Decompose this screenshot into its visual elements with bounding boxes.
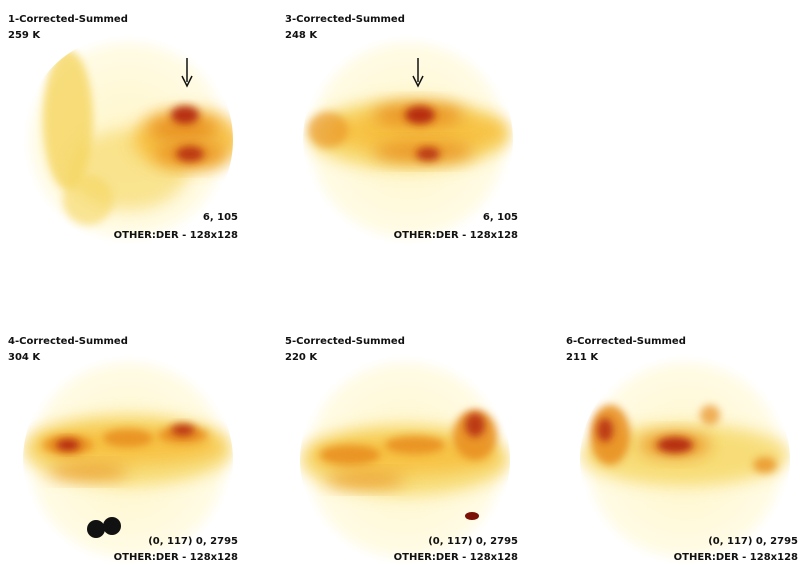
panel-counts: 304 K bbox=[8, 352, 41, 363]
panel-matrix: OTHER:DER - 128x128 bbox=[114, 230, 238, 241]
scan-panel: 4-Corrected-Summed 304 K (0, 117) 0, 2795 O… bbox=[8, 336, 238, 565]
panel-matrix: OTHER:DER - 128x128 bbox=[394, 552, 518, 563]
activity bbox=[700, 405, 720, 425]
scan-image bbox=[23, 35, 233, 245]
marker bbox=[103, 517, 121, 535]
panel-counts: 220 K bbox=[285, 352, 318, 363]
activity bbox=[405, 106, 435, 124]
panel-matrix: OTHER:DER - 128x128 bbox=[114, 552, 238, 563]
scan-panel: 5-Corrected-Summed 220 K (0, 117) 0, 2795 O… bbox=[285, 336, 518, 565]
panel-matrix: OTHER:DER - 128x128 bbox=[674, 552, 798, 563]
scan-image bbox=[303, 35, 513, 245]
panel-info: 6, 105 bbox=[483, 212, 518, 223]
scan-image bbox=[300, 355, 510, 565]
activity bbox=[597, 418, 613, 442]
panel-title: 1-Corrected-Summed bbox=[8, 14, 128, 25]
panel-title: 3-Corrected-Summed bbox=[285, 14, 405, 25]
panel-counts: 248 K bbox=[285, 30, 318, 41]
scan-image bbox=[23, 355, 233, 565]
activity bbox=[385, 436, 445, 454]
arrow-head bbox=[412, 75, 424, 88]
activity bbox=[103, 429, 153, 447]
panel-title: 5-Corrected-Summed bbox=[285, 336, 405, 347]
activity bbox=[63, 175, 113, 225]
activity bbox=[753, 457, 777, 473]
marker bbox=[87, 520, 105, 538]
activity bbox=[465, 413, 485, 437]
activity bbox=[325, 472, 405, 488]
activity bbox=[657, 437, 693, 453]
scan-panel: 6-Corrected-Summed 211 K (0, 117) 0, 2795 O… bbox=[566, 336, 798, 565]
panel-counts: 259 K bbox=[8, 30, 41, 41]
activity bbox=[328, 110, 508, 154]
activity bbox=[148, 114, 218, 142]
activity bbox=[308, 112, 348, 148]
panel-info: (0, 117) 0, 2795 bbox=[428, 536, 518, 547]
activity bbox=[320, 445, 380, 465]
panel-title: 4-Corrected-Summed bbox=[8, 336, 128, 347]
panel-counts: 211 K bbox=[566, 352, 599, 363]
panel-title: 6-Corrected-Summed bbox=[566, 336, 686, 347]
marker bbox=[465, 512, 479, 520]
panel-info: (0, 117) 0, 2795 bbox=[708, 536, 798, 547]
panel-info: 6, 105 bbox=[203, 212, 238, 223]
activity bbox=[176, 146, 204, 162]
activity bbox=[48, 464, 128, 480]
scan-panel: 3-Corrected-Summed 248 K 6, 105 OTHER:DER -… bbox=[285, 14, 518, 245]
activity bbox=[171, 106, 199, 124]
arrow-head bbox=[181, 75, 193, 88]
scan-image bbox=[580, 355, 790, 565]
activity bbox=[56, 439, 80, 451]
activity bbox=[416, 147, 440, 161]
panel-info: (0, 117) 0, 2795 bbox=[148, 536, 238, 547]
scan-panel: 1-Corrected-Summed 259 K 6, 105 OTHER:DER -… bbox=[8, 14, 238, 245]
activity bbox=[171, 424, 195, 436]
panel-matrix: OTHER:DER - 128x128 bbox=[394, 230, 518, 241]
